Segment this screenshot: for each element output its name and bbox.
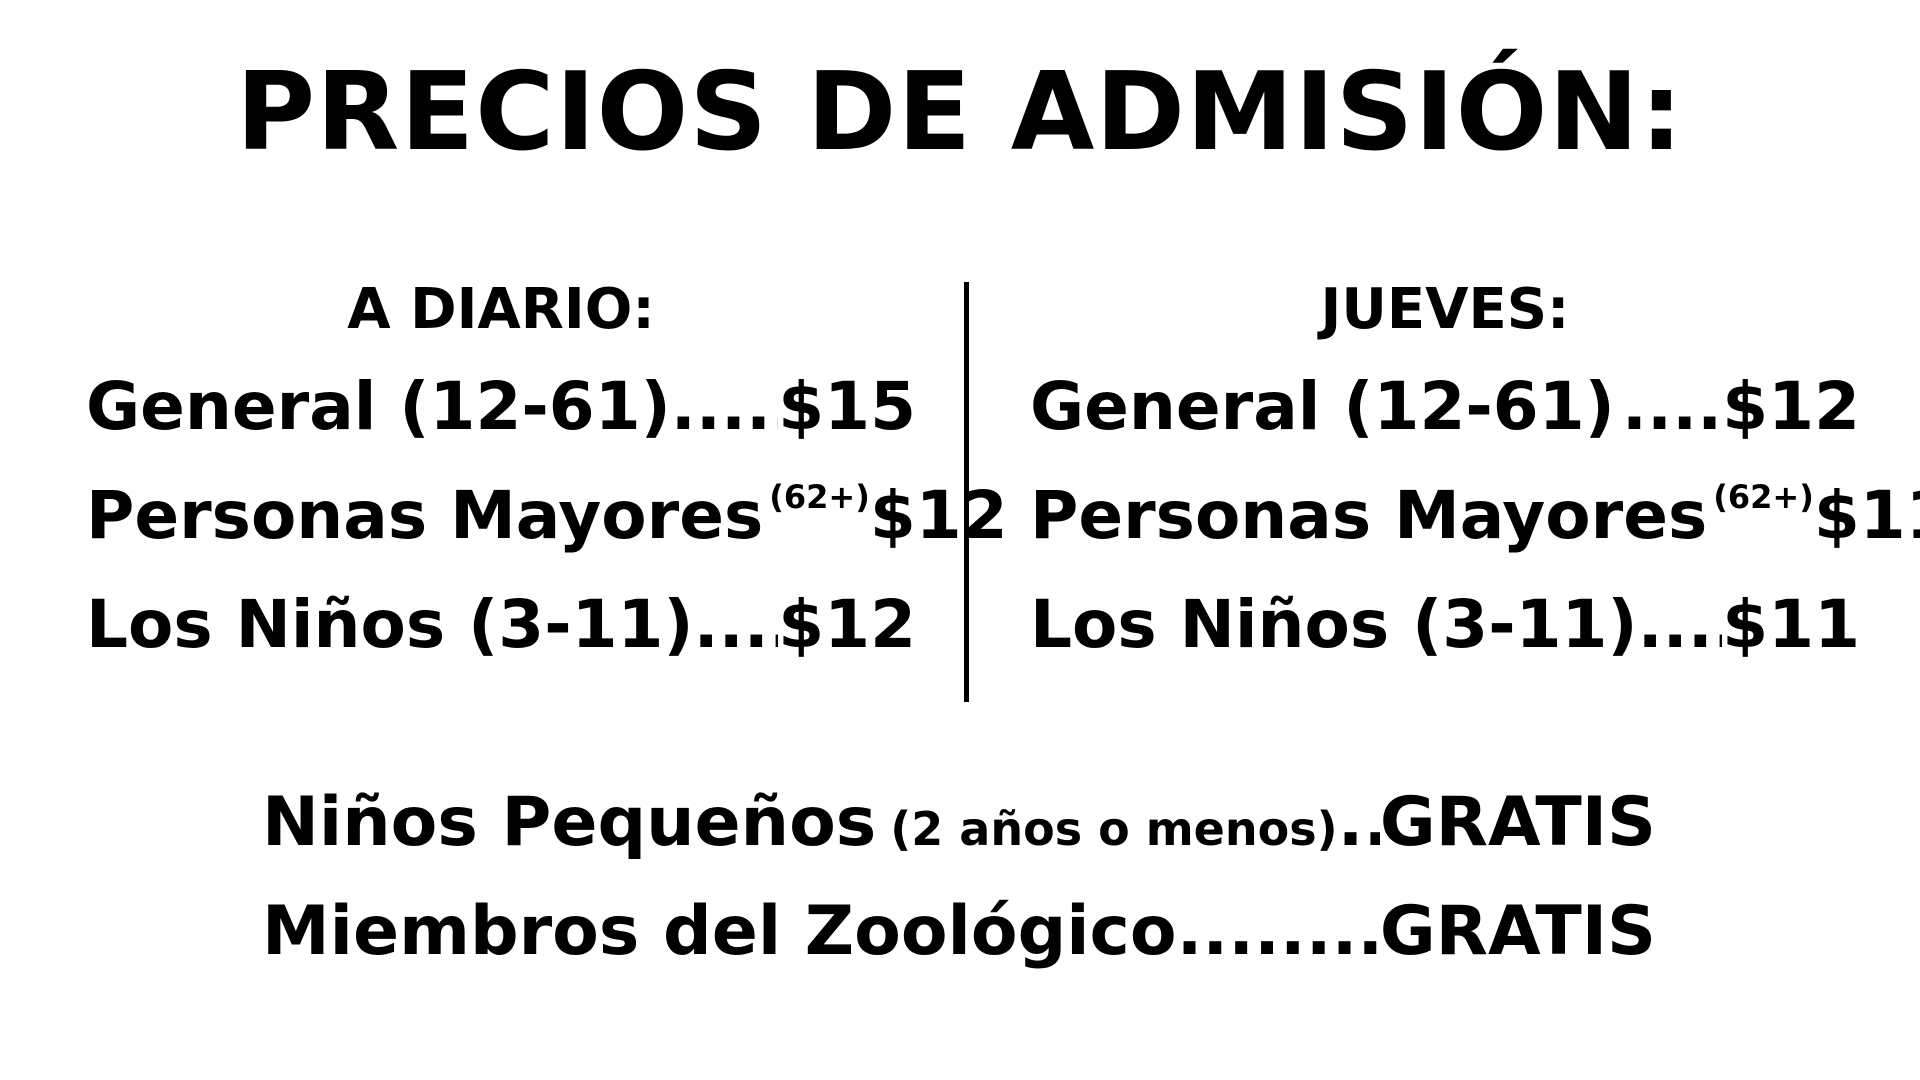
thursday-prices-column: JUEVES: General (12-61) .... $12 Persona… (1030, 268, 1920, 679)
price-row: General (12-61) ..... $15 (86, 352, 916, 461)
row-label: Personas Mayores (86, 477, 764, 554)
free-admission-list: Niños Pequeños (2 años o menos) .. GRATI… (262, 768, 1656, 986)
row-note: (2 años o menos) (890, 802, 1338, 856)
row-label: Los Niños (3-11) (1030, 586, 1638, 663)
daily-prices-column: A DIARIO: General (12-61) ..... $15 Pers… (86, 268, 1008, 679)
page-title: PRECIOS DE ADMISIÓN: (236, 50, 1684, 175)
row-dots: .... (1637, 586, 1723, 663)
free-row: Miembros del Zoológico ........ GRATIS (262, 877, 1656, 986)
price-row: Los Niños (3-11) .... $11 (1030, 570, 1860, 679)
row-price: $12 (869, 477, 1008, 554)
row-price: GRATIS (1379, 783, 1656, 862)
price-row: Personas Mayores (62+) $11 (1030, 461, 1920, 570)
row-dots: .... (1621, 368, 1723, 445)
row-dots: ..... (670, 368, 778, 445)
daily-heading: A DIARIO: (347, 277, 655, 342)
row-label: Miembros del Zoológico (262, 892, 1177, 971)
row-label: Personas Mayores (1030, 477, 1708, 554)
price-row: General (12-61) .... $12 (1030, 352, 1860, 461)
row-price: $12 (1722, 368, 1860, 445)
row-label: Niños Pequeños (262, 783, 877, 862)
row-label: General (12-61) (1030, 368, 1615, 445)
price-row: Personas Mayores (62+) .. $12 (86, 461, 1008, 570)
row-dots: .. (1337, 783, 1380, 862)
free-row: Niños Pequeños (2 años o menos) .. GRATI… (262, 768, 1656, 877)
row-price: $11 (1722, 586, 1860, 663)
row-label: General (12-61) (86, 368, 671, 445)
column-divider (964, 282, 969, 702)
row-price: $11 (1813, 477, 1920, 554)
row-note: (62+) (1713, 478, 1814, 516)
row-note: (62+) (769, 478, 870, 516)
row-dots: .... (693, 586, 779, 663)
row-price: GRATIS (1379, 892, 1656, 971)
price-row: Los Niños (3-11) .... $12 (86, 570, 916, 679)
row-price: $12 (778, 586, 916, 663)
row-dots: ........ (1176, 892, 1380, 971)
thursday-heading: JUEVES: (1320, 277, 1570, 342)
row-price: $15 (778, 368, 916, 445)
row-label: Los Niños (3-11) (86, 586, 694, 663)
